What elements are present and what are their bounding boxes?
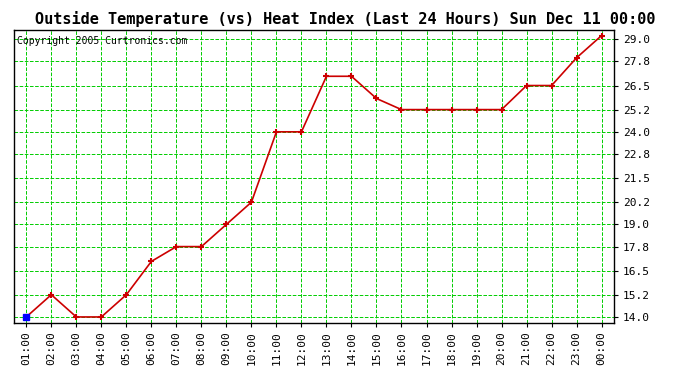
Text: Copyright 2005 Curtronics.com: Copyright 2005 Curtronics.com <box>17 36 187 46</box>
Text: Outside Temperature (vs) Heat Index (Last 24 Hours) Sun Dec 11 00:00: Outside Temperature (vs) Heat Index (Las… <box>34 11 655 27</box>
